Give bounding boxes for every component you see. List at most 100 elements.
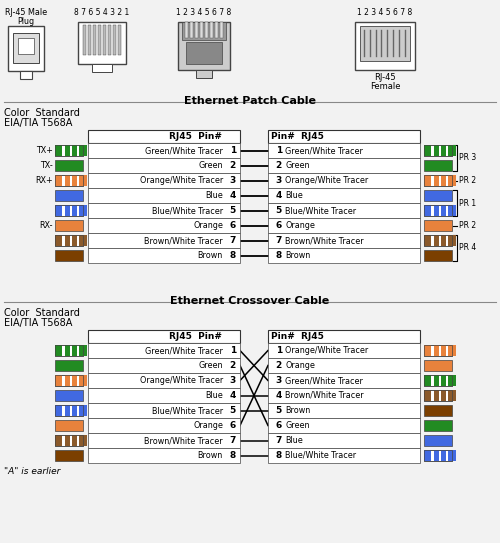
Text: PR 2: PR 2	[459, 176, 476, 185]
Bar	[98, 25, 101, 55]
Text: Brown: Brown	[285, 251, 310, 260]
Bar	[80, 145, 83, 156]
Bar	[80, 175, 83, 186]
Text: 7: 7	[276, 436, 282, 445]
Bar	[448, 145, 452, 156]
Bar	[268, 233, 420, 248]
Text: RJ45  Pin#: RJ45 Pin#	[169, 132, 222, 141]
Text: 8: 8	[230, 251, 236, 260]
Bar	[88, 330, 240, 343]
Bar	[195, 22, 198, 38]
Bar	[64, 235, 70, 246]
Text: 1 2 3 4 5 6 7 8: 1 2 3 4 5 6 7 8	[176, 8, 232, 17]
Bar	[424, 205, 429, 216]
Bar	[424, 235, 452, 246]
Text: Blue/White Tracer: Blue/White Tracer	[152, 406, 223, 415]
Bar	[58, 145, 62, 156]
Bar	[58, 205, 62, 216]
Bar	[268, 130, 420, 143]
Bar	[55, 145, 83, 156]
Bar	[426, 175, 432, 186]
Text: 4: 4	[276, 391, 282, 400]
Text: Orange: Orange	[193, 421, 223, 430]
Bar	[88, 373, 240, 388]
Bar	[80, 435, 83, 446]
Bar	[426, 205, 432, 216]
Text: Pin#  RJ45: Pin# RJ45	[271, 332, 324, 341]
Bar	[452, 205, 456, 216]
Bar	[448, 345, 452, 356]
Bar	[210, 22, 213, 38]
Bar	[55, 405, 83, 416]
Bar	[426, 390, 432, 401]
Bar	[268, 418, 420, 433]
Bar	[55, 435, 83, 446]
Bar	[72, 405, 77, 416]
Bar	[83, 205, 87, 216]
Text: 1: 1	[276, 346, 282, 355]
Bar	[72, 345, 77, 356]
Bar	[58, 375, 62, 386]
Text: 3: 3	[230, 176, 236, 185]
Bar	[88, 143, 240, 158]
Bar	[424, 375, 429, 386]
Bar	[268, 388, 420, 403]
Bar	[108, 25, 111, 55]
Bar	[424, 345, 429, 356]
Bar	[424, 235, 452, 246]
Bar	[88, 188, 240, 203]
Bar	[80, 345, 83, 356]
Text: Brown/White Tracer: Brown/White Tracer	[144, 436, 223, 445]
Text: Green/White Tracer: Green/White Tracer	[285, 146, 363, 155]
Bar	[88, 203, 240, 218]
Bar	[55, 175, 83, 186]
Bar	[185, 22, 188, 38]
Bar	[268, 433, 420, 448]
Text: EIA/TIA T568A: EIA/TIA T568A	[4, 318, 72, 328]
Bar	[80, 205, 83, 216]
Text: RX-: RX-	[40, 221, 53, 230]
Bar	[88, 418, 240, 433]
Bar	[452, 145, 456, 156]
Text: 4: 4	[276, 191, 282, 200]
Bar	[55, 405, 60, 416]
Bar	[88, 218, 240, 233]
Text: 5: 5	[276, 406, 282, 415]
Bar	[55, 235, 60, 246]
Text: RJ-45: RJ-45	[374, 73, 396, 82]
Bar	[426, 345, 432, 356]
Bar	[424, 160, 452, 171]
Bar	[55, 375, 60, 386]
Bar	[424, 435, 452, 446]
Bar	[200, 22, 203, 38]
Text: Blue: Blue	[206, 391, 223, 400]
Bar	[55, 345, 83, 356]
Bar	[58, 175, 62, 186]
Bar	[118, 25, 121, 55]
Bar	[426, 450, 432, 461]
Bar	[58, 345, 62, 356]
Bar	[88, 448, 240, 463]
Bar	[424, 205, 452, 216]
Text: Orange/White Tracer: Orange/White Tracer	[140, 376, 223, 385]
Bar	[55, 205, 60, 216]
Text: 2: 2	[230, 161, 236, 170]
Text: "A" is earlier: "A" is earlier	[4, 467, 60, 476]
Text: PR 3: PR 3	[459, 154, 476, 162]
Bar	[268, 188, 420, 203]
Text: Orange: Orange	[285, 361, 315, 370]
Text: Blue/White Tracer: Blue/White Tracer	[285, 451, 356, 460]
Bar	[424, 175, 429, 186]
Bar	[58, 435, 62, 446]
Text: 5: 5	[230, 206, 236, 215]
Bar	[360, 26, 410, 61]
Bar	[80, 235, 83, 246]
Bar	[72, 205, 77, 216]
Bar	[55, 175, 60, 186]
Bar	[64, 405, 70, 416]
Bar	[424, 250, 452, 261]
Bar	[55, 190, 83, 201]
Bar	[55, 160, 83, 171]
Bar	[424, 390, 452, 401]
Bar	[88, 158, 240, 173]
